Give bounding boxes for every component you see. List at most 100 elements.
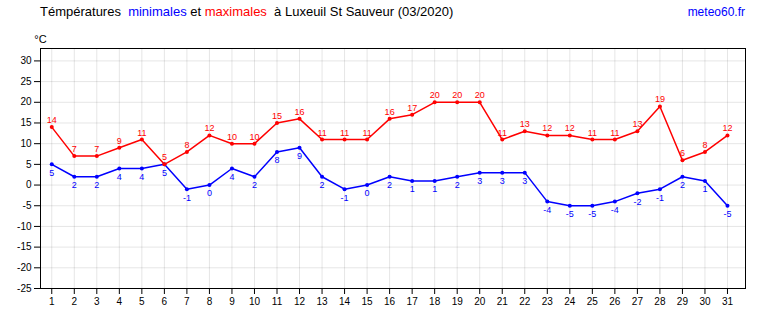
svg-text:22: 22 — [519, 296, 531, 307]
svg-text:-1: -1 — [341, 193, 349, 203]
svg-text:2: 2 — [72, 296, 78, 307]
svg-text:16: 16 — [295, 107, 305, 117]
svg-text:25: 25 — [587, 296, 599, 307]
svg-text:11: 11 — [317, 128, 326, 138]
svg-text:12: 12 — [204, 123, 214, 133]
svg-text:-5: -5 — [588, 209, 596, 219]
svg-text:10: 10 — [227, 132, 237, 142]
svg-text:12: 12 — [722, 123, 732, 133]
svg-text:13: 13 — [316, 296, 328, 307]
svg-text:17: 17 — [407, 103, 417, 113]
svg-text:-4: -4 — [543, 205, 551, 215]
svg-text:8: 8 — [274, 155, 279, 165]
svg-text:3: 3 — [94, 296, 100, 307]
svg-text:30: 30 — [699, 296, 711, 307]
svg-text:1: 1 — [49, 296, 55, 307]
svg-text:20: 20 — [430, 90, 440, 100]
svg-text:21: 21 — [497, 296, 509, 307]
svg-text:6: 6 — [162, 296, 168, 307]
svg-text:27: 27 — [632, 296, 644, 307]
svg-text:28: 28 — [654, 296, 666, 307]
svg-text:-5: -5 — [566, 209, 574, 219]
svg-text:2: 2 — [94, 180, 99, 190]
svg-text:7: 7 — [94, 144, 99, 154]
svg-text:5: 5 — [49, 168, 54, 178]
svg-text:1: 1 — [702, 184, 707, 194]
svg-text:0: 0 — [26, 179, 32, 190]
svg-text:12: 12 — [565, 123, 575, 133]
svg-text:11: 11 — [498, 128, 507, 138]
svg-text:7: 7 — [184, 296, 190, 307]
svg-text:3: 3 — [477, 176, 482, 186]
svg-text:3: 3 — [522, 176, 527, 186]
svg-text:19: 19 — [452, 296, 464, 307]
svg-text:7: 7 — [72, 144, 77, 154]
svg-text:8: 8 — [184, 140, 189, 150]
svg-text:2: 2 — [387, 180, 392, 190]
svg-text:2: 2 — [72, 180, 77, 190]
svg-text:29: 29 — [677, 296, 689, 307]
svg-text:4: 4 — [139, 172, 144, 182]
svg-text:9: 9 — [229, 296, 235, 307]
svg-text:14: 14 — [47, 115, 57, 125]
svg-text:20: 20 — [475, 90, 485, 100]
svg-text:8: 8 — [207, 296, 213, 307]
svg-text:20: 20 — [474, 296, 486, 307]
svg-text:11: 11 — [272, 296, 283, 307]
svg-text:13: 13 — [520, 119, 530, 129]
svg-text:-10: -10 — [17, 221, 32, 232]
svg-text:17: 17 — [407, 296, 419, 307]
svg-text:12: 12 — [294, 296, 306, 307]
svg-text:11: 11 — [588, 128, 597, 138]
svg-text:9: 9 — [297, 151, 302, 161]
svg-text:1: 1 — [432, 184, 437, 194]
svg-text:-20: -20 — [17, 262, 32, 273]
svg-text:0: 0 — [207, 188, 212, 198]
svg-text:14: 14 — [339, 296, 351, 307]
svg-text:0: 0 — [365, 188, 370, 198]
svg-text:4: 4 — [117, 296, 123, 307]
svg-text:8: 8 — [702, 140, 707, 150]
svg-text:15: 15 — [20, 117, 32, 128]
svg-text:10: 10 — [249, 132, 259, 142]
svg-text:31: 31 — [722, 296, 734, 307]
svg-text:2: 2 — [680, 180, 685, 190]
svg-text:15: 15 — [362, 296, 374, 307]
svg-text:-15: -15 — [17, 241, 32, 252]
svg-text:23: 23 — [542, 296, 554, 307]
svg-text:16: 16 — [385, 107, 395, 117]
svg-text:2: 2 — [320, 180, 325, 190]
svg-text:11: 11 — [137, 128, 146, 138]
svg-text:-2: -2 — [633, 197, 641, 207]
svg-text:-5: -5 — [23, 200, 32, 211]
svg-text:-4: -4 — [611, 205, 619, 215]
svg-text:-5: -5 — [723, 209, 731, 219]
svg-text:12: 12 — [542, 123, 552, 133]
svg-text:2: 2 — [252, 180, 257, 190]
svg-text:9: 9 — [117, 136, 122, 146]
svg-text:6: 6 — [680, 148, 685, 158]
svg-text:1: 1 — [410, 184, 415, 194]
svg-text:5: 5 — [162, 168, 167, 178]
svg-text:10: 10 — [20, 138, 32, 149]
svg-text:30: 30 — [20, 55, 32, 66]
svg-text:15: 15 — [272, 111, 282, 121]
svg-text:16: 16 — [384, 296, 396, 307]
svg-text:18: 18 — [429, 296, 441, 307]
svg-text:5: 5 — [139, 296, 145, 307]
svg-text:4: 4 — [117, 172, 122, 182]
svg-text:-1: -1 — [656, 193, 664, 203]
svg-text:-25: -25 — [17, 283, 32, 294]
svg-text:20: 20 — [452, 90, 462, 100]
svg-text:11: 11 — [610, 128, 619, 138]
svg-text:25: 25 — [20, 76, 32, 87]
svg-text:5: 5 — [26, 159, 32, 170]
svg-text:11: 11 — [362, 128, 371, 138]
svg-text:19: 19 — [655, 94, 665, 104]
svg-text:4: 4 — [229, 172, 234, 182]
svg-text:3: 3 — [500, 176, 505, 186]
svg-text:2: 2 — [455, 180, 460, 190]
svg-text:°C: °C — [34, 33, 46, 45]
svg-text:10: 10 — [249, 296, 261, 307]
svg-text:20: 20 — [20, 96, 32, 107]
